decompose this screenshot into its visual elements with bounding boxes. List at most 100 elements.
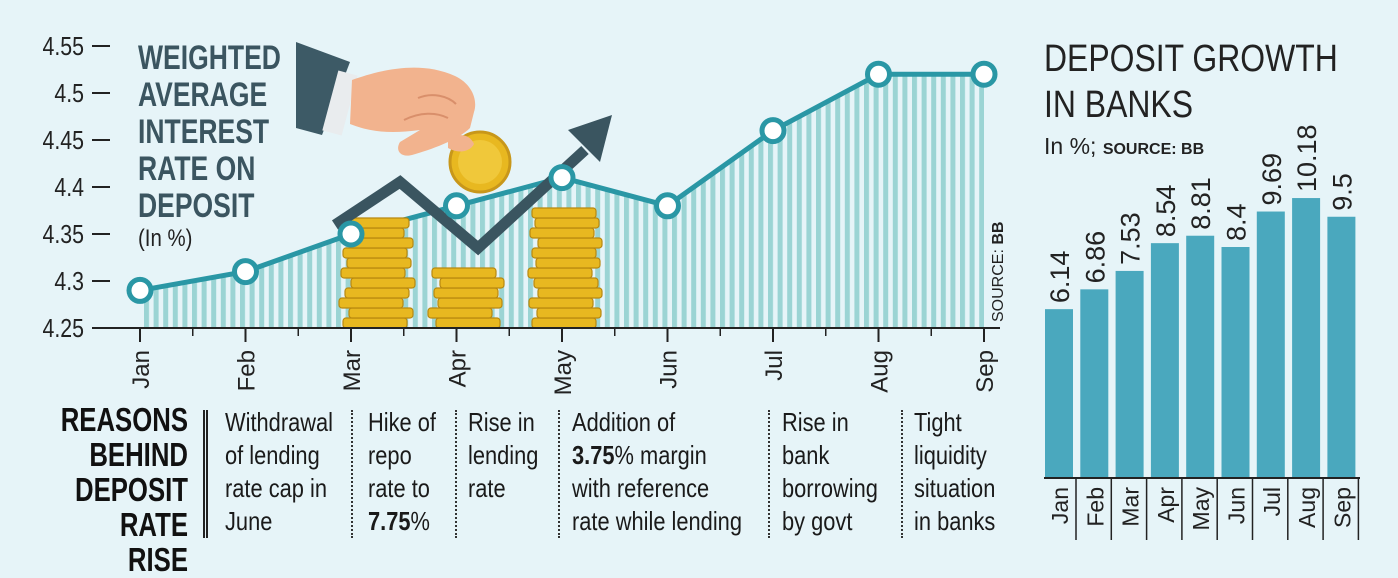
growth-bar (1080, 289, 1109, 478)
reasons-divider (203, 410, 208, 538)
y-tick-label: 4.35 (43, 220, 84, 250)
reason-4-line: Addition of (572, 407, 676, 437)
reason-5-line: Rise in (782, 407, 849, 437)
reason-4-line: rate while lending (572, 506, 742, 536)
deposit-growth-title: DEPOSIT GROWTH IN BANKS In %; SOURCE: BB (1044, 36, 1394, 166)
x-tick-label: Jul (761, 350, 788, 381)
margin-value: 3.75 (572, 440, 615, 470)
reason-separator (768, 410, 770, 538)
reasons-title: REASONS BEHIND DEPOSIT RATE RISE (57, 402, 188, 577)
coin (528, 297, 594, 309)
reason-separator (455, 410, 457, 538)
bar-x-label: Mar (1118, 487, 1144, 527)
growth-value-label: 6.14 (1045, 251, 1075, 304)
reason-separator (351, 410, 353, 538)
growth-subtitle: In %; SOURCE: BB (1044, 130, 1394, 166)
coin (531, 207, 597, 219)
reason-separator (558, 410, 560, 538)
coin (427, 307, 493, 319)
reason-6-line: in banks (914, 506, 996, 536)
x-tick-label: Apr (445, 350, 472, 387)
reason-1: Withdrawal of lending rate cap in June (225, 406, 333, 538)
growth-value-label: 6.86 (1080, 231, 1110, 284)
rate-data-point (970, 60, 998, 88)
growth-bar (1221, 247, 1250, 478)
reason-1-line: June (225, 506, 273, 536)
bar-x-label: May (1188, 487, 1214, 531)
x-tick-label: Sep (972, 350, 999, 393)
reason-1-line: Withdrawal (225, 407, 334, 437)
bar-x-label: Aug (1294, 487, 1320, 528)
coin (350, 277, 416, 289)
deposit-rate-chart: 4.25 4.3 4.35 4.4 4.45 4.5 4.55 Jan Feb Mar Apr Ma… (43, 32, 1000, 395)
hand-holding-coin-icon (296, 42, 512, 194)
bar-x-label: Sep (1329, 487, 1355, 528)
reasons-title-line-3: DEPOSIT (75, 471, 188, 508)
reason-6: Tight liquidity situation in banks (914, 406, 995, 538)
reason-4: Addition of 3.75% margin with reference … (572, 406, 742, 538)
reasons-title-line-1: REASONS (60, 401, 188, 438)
growth-bar (1292, 198, 1321, 479)
reason-2-line: 7.75% (368, 505, 436, 538)
coin (531, 247, 597, 259)
x-tick-label: Aug (867, 350, 894, 393)
source-name: BB (990, 221, 1007, 245)
reason-2-line: Hike of (368, 407, 436, 437)
y-tick-label: 4.25 (43, 314, 84, 344)
reason-5-line: by govt (782, 506, 853, 536)
coin (435, 317, 501, 329)
growth-source: SOURCE: BB (1102, 141, 1205, 158)
growth-value-label: 7.53 (1116, 212, 1146, 265)
coin (437, 297, 503, 309)
reason-5: Rise in bank borrowing by govt (782, 406, 878, 538)
reason-5-line: bank (782, 440, 830, 470)
reason-3-line: rate (468, 473, 506, 503)
rate-chart-subtitle: (In %) (138, 225, 193, 252)
growth-value-label: 9.5 (1327, 173, 1357, 211)
reason-5-line: borrowing (782, 473, 878, 503)
bar-x-label: Jun (1224, 487, 1250, 524)
bar-x-label: Jan (1047, 487, 1073, 524)
coin (340, 267, 406, 279)
margin-text: % margin (614, 440, 707, 470)
reason-6-line: liquidity (914, 440, 987, 470)
x-tick-label: May (550, 350, 577, 395)
reasons-title-line-2: BEHIND (89, 436, 188, 473)
reasons-title-line-4: RATE RISE (119, 506, 188, 578)
repo-rate-value: 7.75 (368, 506, 411, 536)
coin (531, 317, 597, 329)
percent-sign: % (410, 506, 430, 536)
reason-3-line: lending (468, 440, 539, 470)
growth-title-line-2: IN BANKS (1044, 84, 1194, 126)
reason-1-line: of lending (225, 440, 320, 470)
rate-data-point (232, 258, 259, 286)
y-axis-ticks: 4.25 4.3 4.35 4.4 4.45 4.5 4.55 (43, 32, 110, 344)
x-tick-label: Mar (339, 350, 366, 391)
coin (527, 267, 593, 279)
coin (431, 267, 497, 279)
coin (534, 217, 600, 229)
trend-arrow-icon (331, 115, 612, 256)
reason-2-line: repo (368, 440, 412, 470)
growth-value-label: 8.4 (1222, 203, 1252, 241)
coin (529, 227, 595, 239)
growth-bar (1186, 235, 1215, 478)
rate-data-point (337, 220, 365, 248)
growth-bar (1150, 243, 1179, 478)
y-tick-label: 4.4 (54, 173, 84, 203)
coin (344, 287, 410, 299)
coin (535, 257, 601, 269)
growth-bar (1115, 270, 1144, 478)
growth-unit: In %; (1044, 133, 1097, 159)
reason-2-line: rate to (368, 473, 430, 503)
title-line-2: AVERAGE (138, 76, 268, 114)
reason-1-line: rate cap in (225, 473, 327, 503)
coin (348, 307, 414, 319)
reason-6-line: situation (914, 473, 996, 503)
coin (433, 287, 499, 299)
rate-data-point (443, 192, 470, 220)
x-axis: Jan Feb Mar Apr May Jun Jul Aug Sep (128, 328, 999, 395)
y-tick-label: 4.3 (54, 267, 84, 297)
coin (346, 257, 412, 269)
